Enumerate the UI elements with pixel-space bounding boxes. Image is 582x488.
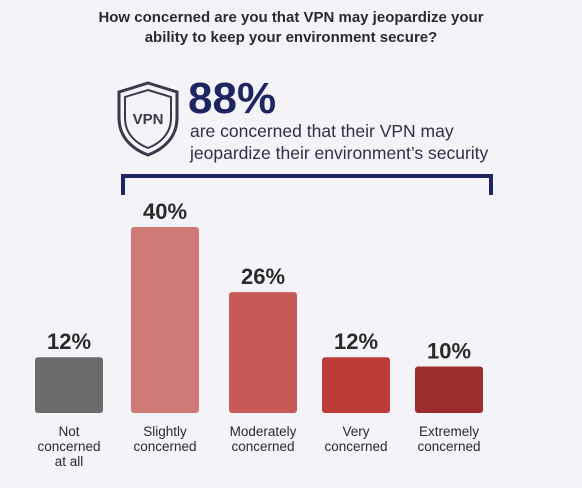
- category-label-2-line-0: Moderately: [230, 424, 297, 439]
- category-label-0: Not concerned at all: [37, 424, 100, 469]
- category-label-3: Very concerned: [324, 424, 387, 454]
- callout-text-line-2: jeopardize their environment’s security: [190, 143, 489, 163]
- bar-1: [131, 227, 199, 413]
- bar-3: [322, 357, 390, 413]
- vpn-shield-outer: [117, 81, 179, 157]
- category-label-4-line-0: Extremely: [419, 424, 479, 439]
- category-label-1-line-1: concerned: [133, 439, 196, 454]
- bar-value-label-4: 10%: [427, 339, 471, 364]
- category-label-4: Extremely concerned: [417, 424, 480, 454]
- category-label-0-line-2: at all: [55, 454, 84, 469]
- callout-text-line-1: are concerned that their VPN may: [190, 121, 454, 141]
- category-label-2-line-1: concerned: [231, 439, 294, 454]
- bar-value-label-0: 12%: [47, 329, 91, 354]
- callout-bracket: [121, 174, 493, 195]
- bar-4: [415, 366, 483, 413]
- category-label-4-line-1: concerned: [417, 439, 480, 454]
- chart-title: How concerned are you that VPN may jeopa…: [0, 8, 582, 48]
- category-label-3-line-1: concerned: [324, 439, 387, 454]
- chart-title-line-2: ability to keep your environment secure?: [144, 29, 438, 46]
- vpn-shield-inner: [124, 88, 172, 150]
- bar-0: [35, 357, 103, 413]
- bar-2: [229, 292, 297, 413]
- category-label-1: Slightly concerned: [133, 424, 196, 454]
- bar-value-label-3: 12%: [334, 329, 378, 354]
- callout-text: are concerned that their VPN may jeopard…: [190, 120, 488, 164]
- vpn-shield-label: VPN: [133, 111, 164, 128]
- chart-title-line-1: How concerned are you that VPN may jeopa…: [98, 9, 484, 26]
- category-label-2: Moderately concerned: [230, 424, 297, 454]
- vpn-shield-icon: VPN: [117, 81, 179, 157]
- category-label-0-line-0: Not: [58, 424, 79, 439]
- bar-value-label-2: 26%: [241, 264, 285, 289]
- callout-percent: 88%: [188, 74, 277, 123]
- category-label-1-line-0: Slightly: [143, 424, 187, 439]
- bar-value-label-1: 40%: [143, 199, 187, 224]
- category-label-3-line-0: Very: [342, 424, 369, 439]
- category-label-0-line-1: concerned: [37, 439, 100, 454]
